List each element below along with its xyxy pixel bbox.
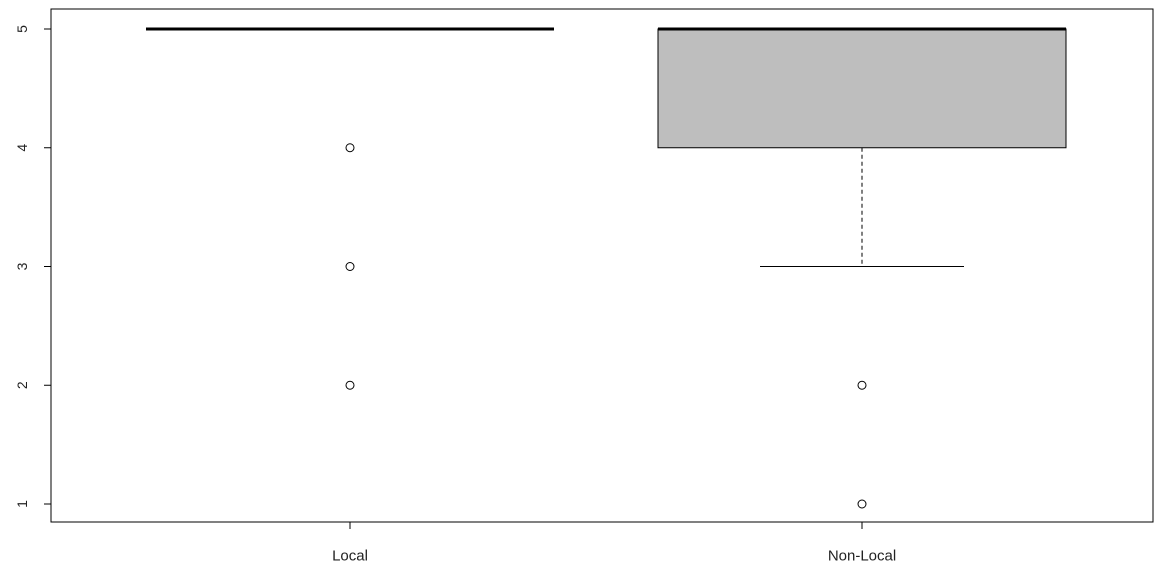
box-local	[146, 27, 554, 390]
outlier-point	[345, 262, 355, 271]
outlier-point	[857, 499, 867, 509]
box-non-local	[657, 27, 1067, 509]
y-tick-label: 3	[14, 262, 30, 270]
y-tick-label: 2	[14, 381, 30, 389]
outlier-point	[345, 143, 355, 153]
y-tick-label: 4	[14, 144, 30, 152]
box-series	[146, 27, 1067, 509]
y-axis: 1 2 3 4 5	[14, 25, 51, 508]
plot-frame	[50, 8, 1154, 523]
y-tick-label: 5	[14, 25, 30, 33]
outlier-point	[345, 380, 355, 390]
outlier-point	[857, 380, 867, 390]
x-tick-label: Non-Local	[828, 548, 896, 565]
box-iqr	[657, 28, 1067, 149]
y-tick-label: 1	[14, 500, 30, 508]
x-axis: Local Non-Local	[332, 522, 896, 565]
x-tick-label: Local	[332, 548, 368, 565]
